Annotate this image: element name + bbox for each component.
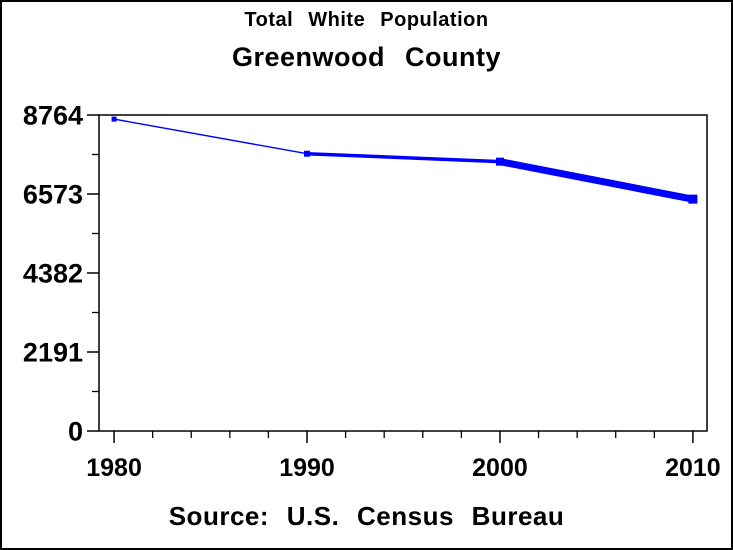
y-axis-tick-label: 2191 xyxy=(23,338,83,368)
y-axis-tick-label: 4382 xyxy=(23,259,83,289)
x-axis-tick-label: 1980 xyxy=(86,454,142,482)
chart-subtitle: Greenwood County xyxy=(232,42,501,72)
plot-frame xyxy=(98,114,708,432)
data-point-marker xyxy=(495,157,504,166)
y-axis-tick-label: 6573 xyxy=(23,180,83,210)
series-line-segment xyxy=(113,118,308,155)
series-line-segment xyxy=(499,158,694,203)
y-axis-tick-label: 8764 xyxy=(23,101,83,131)
series-line-segment xyxy=(306,151,501,164)
y-axis-tick-label: 0 xyxy=(68,417,83,447)
x-axis-tick-label: 2010 xyxy=(665,454,721,482)
data-point-marker xyxy=(688,194,698,204)
data-point-marker xyxy=(304,150,311,157)
data-point-marker xyxy=(111,116,117,122)
source-footnote: Source: U.S. Census Bureau xyxy=(168,501,565,531)
x-axis-tick-label: 2000 xyxy=(472,454,528,482)
x-axis-tick-label: 1990 xyxy=(279,454,335,482)
chart-title: Total White Population xyxy=(244,9,489,31)
